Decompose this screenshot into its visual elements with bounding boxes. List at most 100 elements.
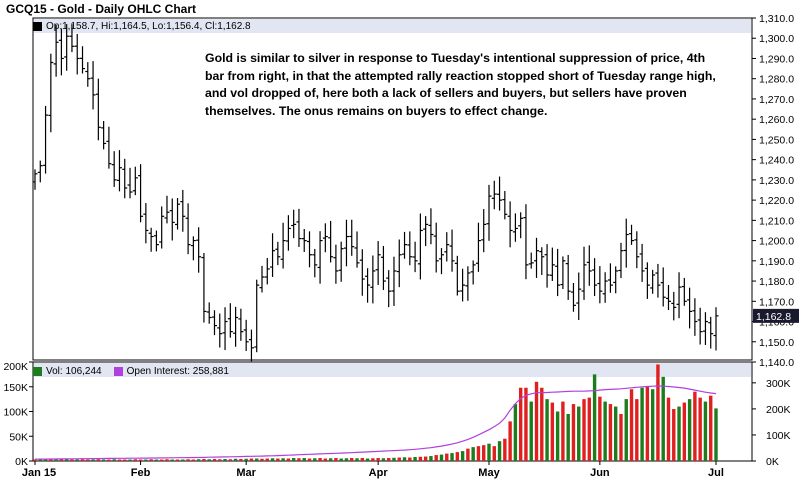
volume-bar — [434, 455, 438, 461]
volume-bar — [218, 459, 222, 461]
price-y-tick-label: 1,290.0 — [759, 53, 794, 65]
price-y-tick-label: 1,310.0 — [759, 13, 794, 25]
volume-bar — [598, 396, 602, 461]
volume-bar — [196, 459, 201, 461]
volume-bar — [582, 399, 586, 461]
price-y-tick-label: 1,240.0 — [759, 155, 794, 167]
volume-bar — [555, 411, 560, 461]
price-y-tick-label: 1,280.0 — [759, 74, 794, 86]
volume-bar — [355, 458, 359, 461]
volume-bar — [249, 458, 254, 461]
volume-bar — [455, 452, 460, 461]
volume-y-tick-label: 50K — [9, 431, 28, 443]
volume-bar — [518, 387, 523, 461]
volume-bar — [291, 458, 296, 461]
volume-bar — [91, 459, 95, 461]
volume-bar — [255, 458, 259, 461]
volume-bar — [561, 401, 565, 461]
volume-bar — [661, 376, 665, 461]
volume-bar — [677, 406, 681, 461]
open-interest-legend-swatch — [113, 366, 123, 376]
volume-bar — [318, 458, 322, 461]
price-y-tick-label: 1,230.0 — [759, 175, 794, 187]
chart-title: GCQ15 - Gold - Daily OHLC Chart — [6, 2, 197, 16]
volume-bar — [471, 447, 475, 461]
volume-bar — [666, 397, 671, 461]
volume-bar — [228, 459, 233, 461]
volume-bar — [101, 459, 106, 461]
volume-bar — [529, 401, 533, 461]
x-axis-tick-label: Apr — [369, 467, 389, 479]
annotation-text: Gold is similar to silver in response to… — [205, 51, 716, 118]
volume-bar — [191, 459, 196, 461]
volume-bar — [96, 459, 101, 461]
volume-bar — [323, 458, 328, 461]
volume-bar — [619, 413, 623, 461]
volume-bar — [133, 459, 138, 461]
volume-bar — [276, 458, 280, 461]
price-y-tick-label: 1,270.0 — [759, 94, 794, 106]
volume-bar — [656, 364, 660, 461]
price-panel — [32, 17, 753, 361]
volume-bar — [513, 404, 518, 461]
volume-legend: Vol: 106,244 Open Interest: 258,881 — [33, 364, 241, 378]
volume-bar — [534, 381, 539, 461]
volume-bar — [587, 397, 592, 461]
volume-bar — [709, 395, 713, 461]
volume-bar — [413, 457, 417, 461]
volume-bar — [371, 458, 375, 461]
price-y-tick-label: 1,190.0 — [759, 256, 794, 268]
volume-bar — [149, 459, 153, 461]
volume-bar — [286, 458, 291, 461]
volume-bar — [239, 459, 243, 461]
price-y-tick-label: 1,170.0 — [759, 296, 794, 308]
volume-bar — [460, 451, 465, 461]
volume-bar — [86, 459, 90, 461]
volume-bar — [265, 458, 269, 461]
x-axis-tick-label: May — [478, 467, 500, 479]
volume-bar — [339, 458, 343, 461]
volume-bar — [402, 457, 407, 461]
x-axis-tick-label: Feb — [131, 467, 151, 479]
volume-bar — [117, 459, 122, 461]
volume-bar — [497, 441, 502, 461]
volume-bar — [154, 459, 159, 461]
volume-bar — [107, 459, 111, 461]
volume-bar — [608, 404, 613, 461]
price-y-tick-label: 1,220.0 — [759, 195, 794, 207]
volume-bar — [635, 399, 639, 461]
x-axis-tick-label: Jan 15 — [22, 467, 56, 479]
volume-bar — [577, 406, 581, 461]
volume-bar — [270, 458, 275, 461]
volume-bar — [170, 459, 174, 461]
volume-bar — [33, 459, 37, 461]
price-y-tick-label: 1,250.0 — [759, 134, 794, 146]
price-y-tick-label: 1,200.0 — [759, 236, 794, 248]
volume-bar — [386, 458, 391, 461]
last-price-label: 1,162.8 — [756, 311, 791, 323]
volume-bar — [43, 459, 48, 461]
volume-bar — [313, 458, 317, 461]
volume-bar — [165, 459, 169, 461]
volume-bar — [629, 389, 634, 461]
volume-bar — [307, 458, 312, 461]
volume-bar — [392, 457, 396, 461]
volume-bar — [487, 443, 491, 461]
price-panel-header-band — [34, 19, 751, 33]
volume-bar — [297, 458, 301, 461]
volume-bar — [418, 456, 423, 461]
volume-bar — [328, 458, 333, 461]
ohlc-legend-swatch — [33, 21, 42, 31]
ohlc-legend-values: Op:1,158.7, Hi:1,164.5, Lo:1,156.4, Cl:1… — [46, 20, 251, 32]
volume-legend-swatch — [33, 366, 42, 376]
volume-bar — [640, 387, 644, 461]
volume-bar — [545, 399, 549, 461]
volume-bar — [360, 458, 365, 461]
volume-bar — [482, 445, 486, 461]
volume-bar — [613, 406, 618, 461]
volume-bar — [344, 458, 349, 461]
volume-bar — [703, 401, 708, 461]
volume-bar — [381, 458, 386, 461]
